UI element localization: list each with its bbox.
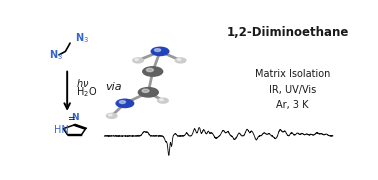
Text: H$_2$O: H$_2$O (76, 85, 97, 99)
Text: Matrix Isolation: Matrix Isolation (255, 69, 330, 79)
Text: via: via (105, 82, 121, 92)
Text: 1,2-Diiminoethane: 1,2-Diiminoethane (226, 26, 349, 39)
Text: N: N (71, 113, 79, 122)
Circle shape (108, 114, 112, 116)
Circle shape (151, 47, 169, 56)
Text: =: = (67, 114, 74, 123)
Circle shape (135, 59, 138, 60)
Circle shape (107, 113, 117, 118)
Circle shape (175, 58, 186, 63)
Circle shape (116, 99, 134, 107)
Circle shape (155, 49, 161, 51)
Circle shape (133, 58, 143, 63)
Text: Ar, 3 K: Ar, 3 K (276, 100, 309, 110)
Text: IR, UV/Vis: IR, UV/Vis (269, 85, 316, 94)
Text: HN: HN (54, 125, 68, 135)
Circle shape (143, 67, 163, 76)
Circle shape (158, 98, 168, 103)
Text: N$_3$: N$_3$ (49, 49, 63, 62)
Circle shape (177, 59, 181, 60)
Text: N$_3$: N$_3$ (75, 32, 89, 45)
Circle shape (119, 101, 125, 103)
Circle shape (142, 89, 149, 92)
Circle shape (138, 88, 158, 97)
Text: $h\nu$: $h\nu$ (76, 77, 89, 89)
Circle shape (160, 99, 163, 101)
Circle shape (146, 68, 153, 72)
